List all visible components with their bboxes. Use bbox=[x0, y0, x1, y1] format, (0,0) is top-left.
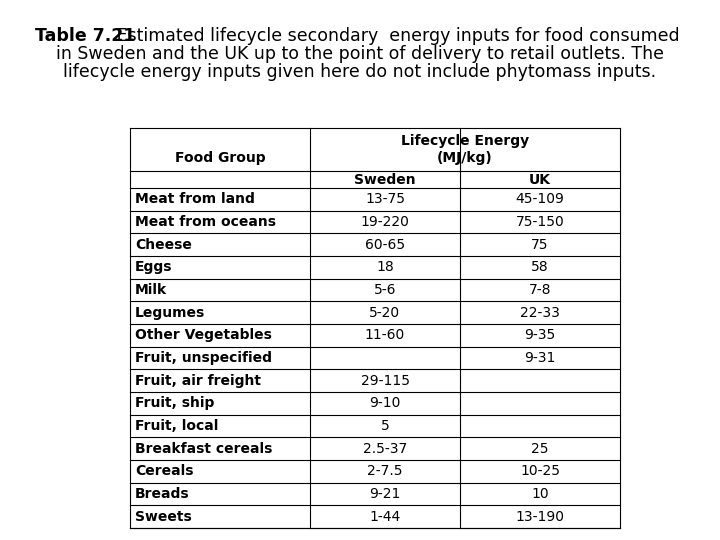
Text: Meat from land: Meat from land bbox=[135, 192, 255, 206]
Text: Estimated lifecycle secondary  energy inputs for food consumed: Estimated lifecycle secondary energy inp… bbox=[111, 27, 680, 45]
Text: Table 7.21: Table 7.21 bbox=[35, 27, 135, 45]
Text: 2-7.5: 2-7.5 bbox=[367, 464, 402, 478]
Text: Cereals: Cereals bbox=[135, 464, 194, 478]
Text: Food Group: Food Group bbox=[175, 151, 265, 165]
Text: 58: 58 bbox=[531, 260, 549, 274]
Text: Lifecycle Energy
(MJ/kg): Lifecycle Energy (MJ/kg) bbox=[401, 134, 529, 165]
Text: 9-21: 9-21 bbox=[369, 487, 401, 501]
Text: 29-115: 29-115 bbox=[361, 374, 410, 388]
Text: 10-25: 10-25 bbox=[520, 464, 560, 478]
Text: 10: 10 bbox=[531, 487, 549, 501]
Text: Fruit, ship: Fruit, ship bbox=[135, 396, 215, 410]
Text: Cheese: Cheese bbox=[135, 238, 192, 252]
Text: UK: UK bbox=[529, 172, 551, 186]
Text: 45-109: 45-109 bbox=[516, 192, 564, 206]
Text: 1-44: 1-44 bbox=[369, 510, 400, 524]
Text: Milk: Milk bbox=[135, 283, 167, 297]
Text: 19-220: 19-220 bbox=[361, 215, 410, 229]
Text: Breakfast cereals: Breakfast cereals bbox=[135, 442, 272, 456]
Text: Eggs: Eggs bbox=[135, 260, 173, 274]
Text: 11-60: 11-60 bbox=[365, 328, 405, 342]
Text: 75: 75 bbox=[531, 238, 549, 252]
Text: Legumes: Legumes bbox=[135, 306, 205, 320]
Text: 9-31: 9-31 bbox=[524, 351, 556, 365]
Text: 9-10: 9-10 bbox=[369, 396, 401, 410]
Text: lifecycle energy inputs given here do not include phytomass inputs.: lifecycle energy inputs given here do no… bbox=[63, 63, 657, 81]
Text: Meat from oceans: Meat from oceans bbox=[135, 215, 276, 229]
Text: 9-35: 9-35 bbox=[524, 328, 556, 342]
Text: Sweets: Sweets bbox=[135, 510, 192, 524]
Text: Fruit, unspecified: Fruit, unspecified bbox=[135, 351, 272, 365]
Text: Sweden: Sweden bbox=[354, 172, 416, 186]
Text: 22-33: 22-33 bbox=[520, 306, 560, 320]
Text: Other Vegetables: Other Vegetables bbox=[135, 328, 272, 342]
Text: 60-65: 60-65 bbox=[365, 238, 405, 252]
Text: 2.5-37: 2.5-37 bbox=[363, 442, 407, 456]
Text: 75-150: 75-150 bbox=[516, 215, 564, 229]
Text: 5-6: 5-6 bbox=[374, 283, 396, 297]
Text: 25: 25 bbox=[531, 442, 549, 456]
Text: Fruit, air freight: Fruit, air freight bbox=[135, 374, 261, 388]
Text: 7-8: 7-8 bbox=[528, 283, 552, 297]
Text: 5-20: 5-20 bbox=[369, 306, 400, 320]
Text: 5: 5 bbox=[381, 419, 390, 433]
Text: in Sweden and the UK up to the point of delivery to retail outlets. The: in Sweden and the UK up to the point of … bbox=[56, 45, 664, 63]
Text: Fruit, local: Fruit, local bbox=[135, 419, 218, 433]
Text: 13-190: 13-190 bbox=[516, 510, 564, 524]
Text: 13-75: 13-75 bbox=[365, 192, 405, 206]
Text: Breads: Breads bbox=[135, 487, 189, 501]
Text: 18: 18 bbox=[376, 260, 394, 274]
